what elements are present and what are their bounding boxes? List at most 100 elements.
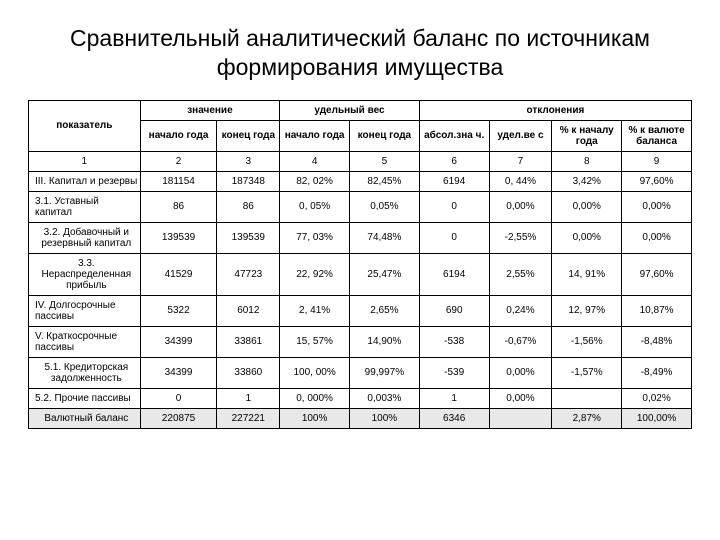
table-cell: -8,48% [622,326,692,357]
table-cell: 15, 57% [280,326,350,357]
table-cell: 2,87% [552,408,622,428]
table-cell: 0,00% [552,191,622,222]
header-colnum: 6 [419,151,489,171]
table-cell: 47723 [217,253,280,295]
header-colnum: 3 [217,151,280,171]
header-colnum: 7 [489,151,552,171]
table-cell: 97,60% [622,253,692,295]
table-row: V. Краткосрочные пассивы343993386115, 57… [29,326,692,357]
table-cell: 139539 [217,222,280,253]
table-numrow: 123456789 [29,151,692,171]
header-pct-currency: % к валюте баланса [622,120,692,151]
table-row: III. Капитал и резервы18115418734882, 02… [29,171,692,191]
table-cell: 0 [140,388,217,408]
table-cell: 97,60% [622,171,692,191]
table-cell: 0,00% [489,357,552,388]
table-cell: 0 [419,222,489,253]
table-cell: 0,02% [622,388,692,408]
header-colnum: 8 [552,151,622,171]
header-rel: удел.ве с [489,120,552,151]
table-cell: -2,55% [489,222,552,253]
balance-table: показатель значение удельный вес отклоне… [28,100,692,429]
table-row: 5.2. Прочие пассивы010, 000%0,003%10,00%… [29,388,692,408]
table-cell: -1,56% [552,326,622,357]
table-cell: 14, 91% [552,253,622,295]
header-group-value: значение [140,100,280,120]
table-cell: 0,24% [489,295,552,326]
table-body: III. Капитал и резервы18115418734882, 02… [29,171,692,428]
table-cell: 1 [419,388,489,408]
table-cell: 82, 02% [280,171,350,191]
table-cell: 181154 [140,171,217,191]
row-label: Валютный баланс [29,408,141,428]
header-end-year: конец года [217,120,280,151]
table-cell [489,408,552,428]
header-begin-year: начало года [140,120,217,151]
table-cell: 0,05% [350,191,420,222]
row-label: IV. Долгосрочные пассивы [29,295,141,326]
header-group-weight: удельный вес [280,100,420,120]
table-cell: -538 [419,326,489,357]
row-label: 5.1. Кредиторская задолженность [29,357,141,388]
table-cell: 2,65% [350,295,420,326]
table-cell: 220875 [140,408,217,428]
table-row: 3.3. Нераспределенная прибыль41529477232… [29,253,692,295]
table-cell: 10,87% [622,295,692,326]
table-cell: 6194 [419,253,489,295]
header-colnum: 9 [622,151,692,171]
table-cell: 227221 [217,408,280,428]
table-cell: 187348 [217,171,280,191]
table-cell: 5322 [140,295,217,326]
row-label: 3.3. Нераспределенная прибыль [29,253,141,295]
table-cell: 33860 [217,357,280,388]
table-cell: 12, 97% [552,295,622,326]
table-cell: 0,00% [622,222,692,253]
table-cell [552,388,622,408]
table-cell: 34399 [140,357,217,388]
table-row: 3.2. Добавочный и резервный капитал13953… [29,222,692,253]
row-label: 3.2. Добавочный и резервный капитал [29,222,141,253]
header-begin-year2: начало года [280,120,350,151]
header-indicator: показатель [29,100,141,151]
header-abs: абсол.зна ч. [419,120,489,151]
table-cell: 100,00% [622,408,692,428]
table-cell: 0,00% [489,388,552,408]
table-cell: 0, 44% [489,171,552,191]
table-cell: 0,00% [552,222,622,253]
table-header: показатель значение удельный вес отклоне… [29,100,692,171]
row-label: V. Краткосрочные пассивы [29,326,141,357]
table-cell: 0,00% [489,191,552,222]
table-cell: 0 [419,191,489,222]
table-cell: 25,47% [350,253,420,295]
table-cell: 100% [280,408,350,428]
table-cell: 3,42% [552,171,622,191]
table-cell: 100% [350,408,420,428]
table-cell: 33861 [217,326,280,357]
table-cell: 22, 92% [280,253,350,295]
row-label: 5.2. Прочие пассивы [29,388,141,408]
table-cell: -1,57% [552,357,622,388]
table-cell: 86 [140,191,217,222]
table-cell: 41529 [140,253,217,295]
table-cell: 6012 [217,295,280,326]
table-cell: 2, 41% [280,295,350,326]
table-cell: 82,45% [350,171,420,191]
table-cell: 690 [419,295,489,326]
table-cell: 1 [217,388,280,408]
table-cell: 2,55% [489,253,552,295]
table-cell: 77, 03% [280,222,350,253]
table-cell: 86 [217,191,280,222]
row-label: 3.1. Уставный капитал [29,191,141,222]
row-label: III. Капитал и резервы [29,171,141,191]
table-cell: 6346 [419,408,489,428]
table-cell: 34399 [140,326,217,357]
header-pct-begin: % к началу года [552,120,622,151]
table-row: 5.1. Кредиторская задолженность343993386… [29,357,692,388]
table-cell: 0, 000% [280,388,350,408]
table-row: 3.1. Уставный капитал86860, 05%0,05%00,0… [29,191,692,222]
table-cell: 139539 [140,222,217,253]
table-cell: 6194 [419,171,489,191]
header-end-year2: конец года [350,120,420,151]
table-cell: -8,49% [622,357,692,388]
table-cell: 0,003% [350,388,420,408]
